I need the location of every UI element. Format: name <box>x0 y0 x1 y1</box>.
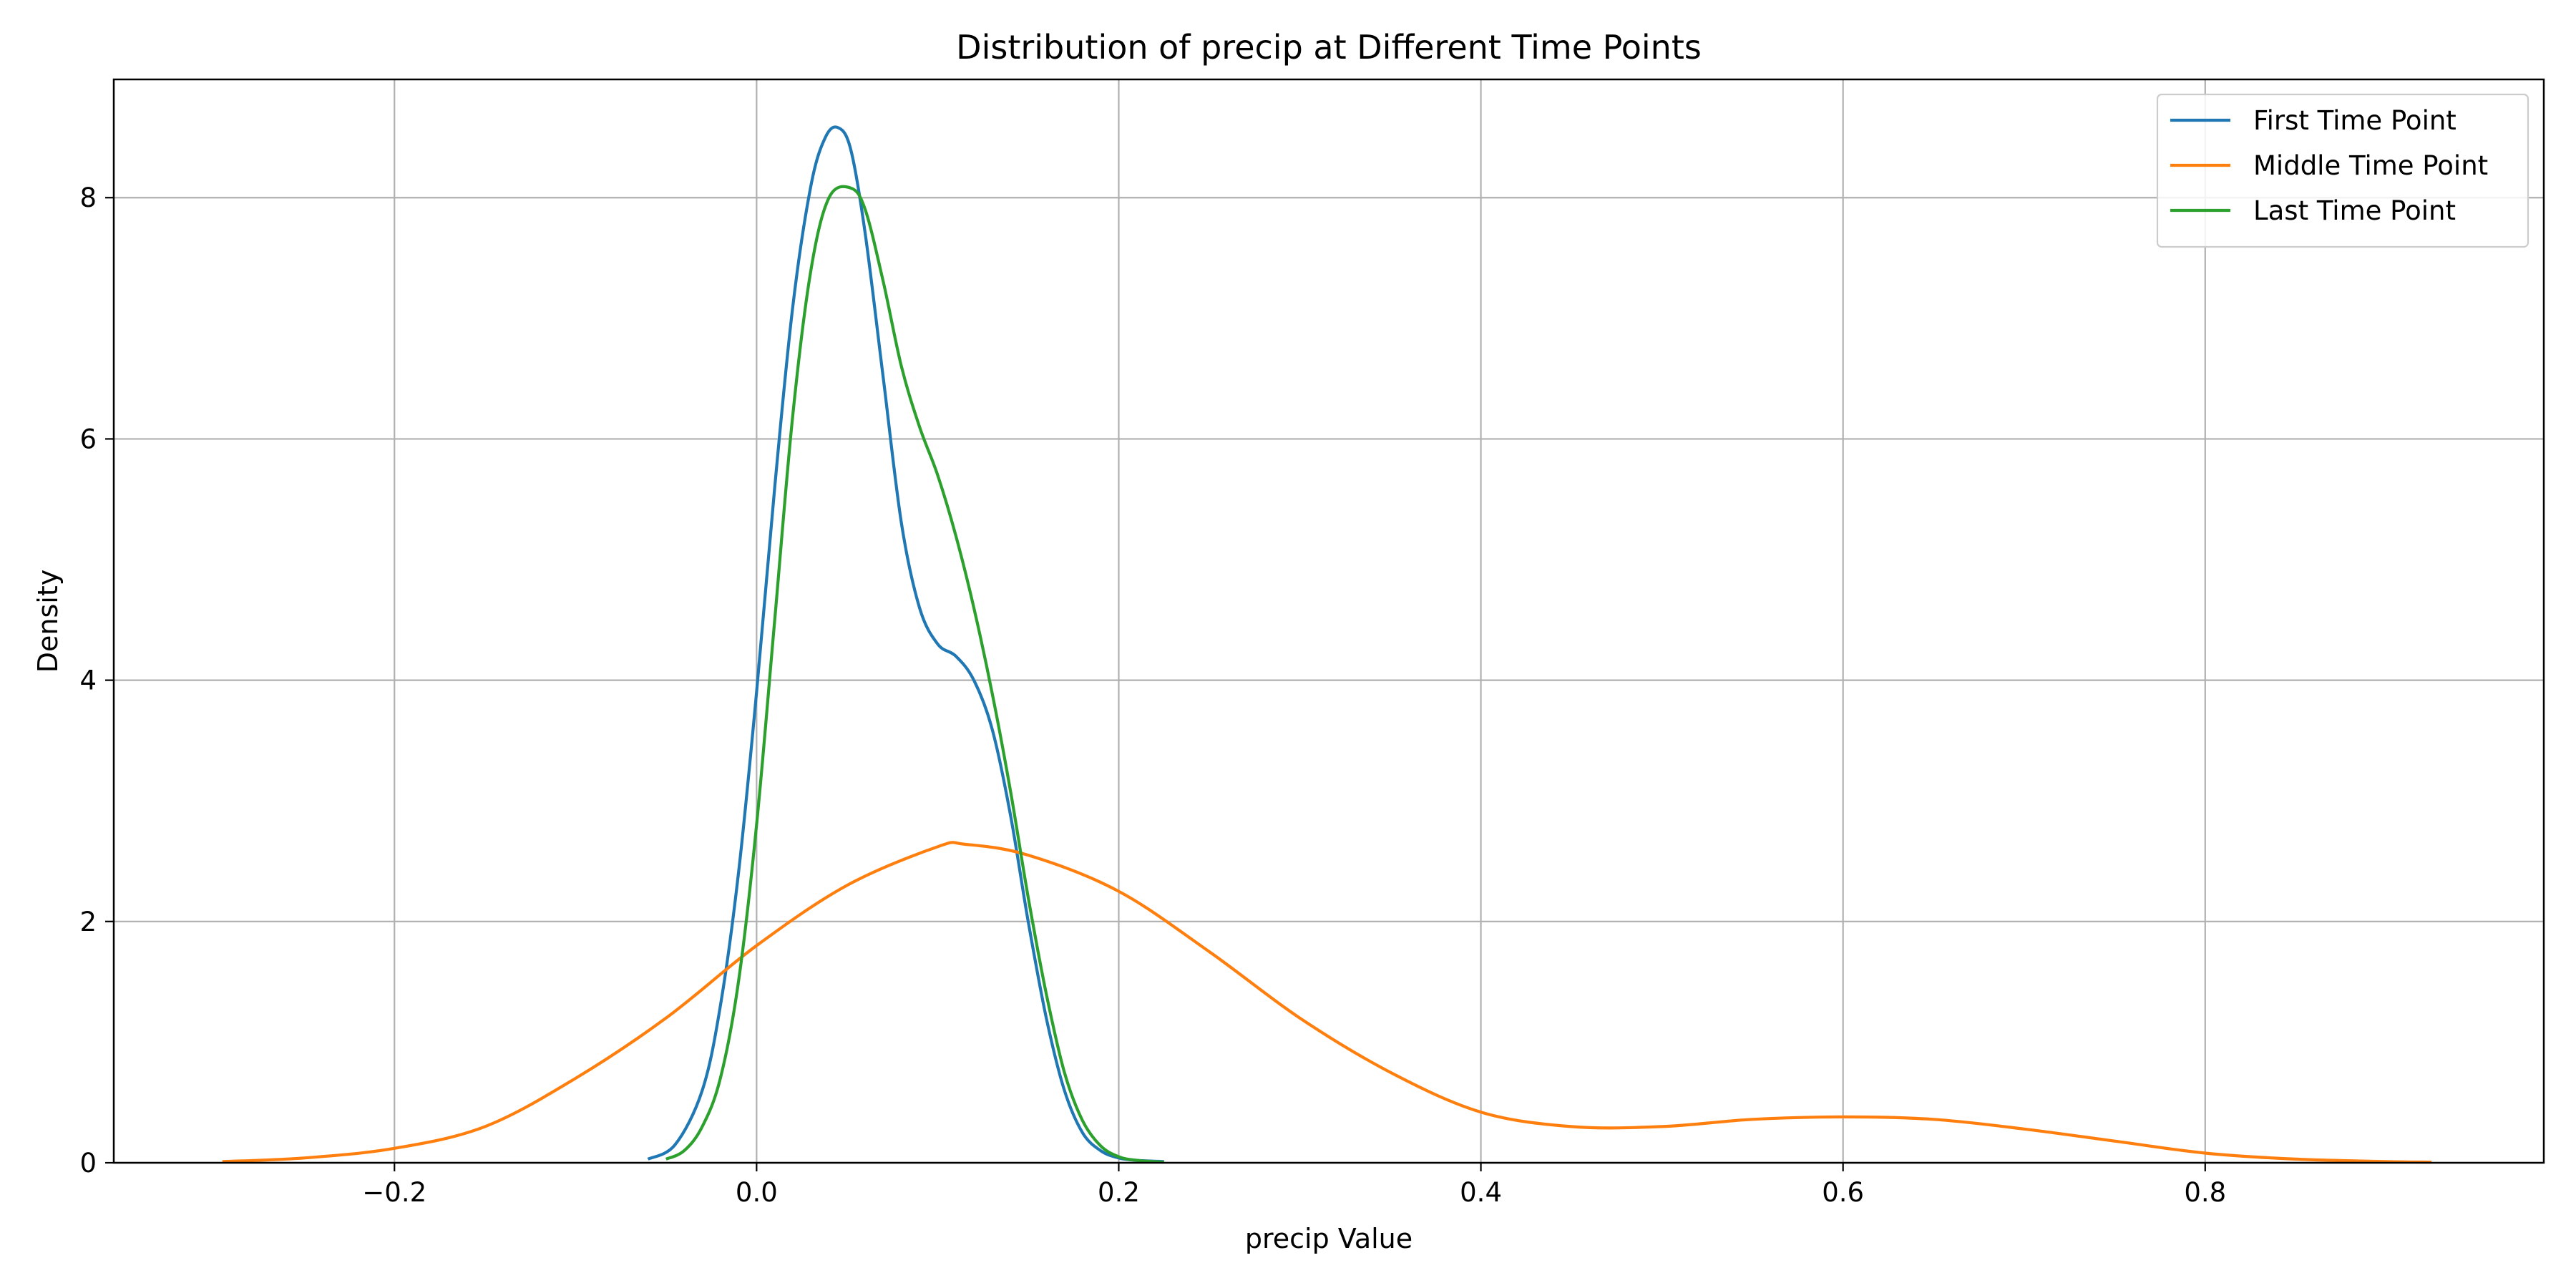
y-tick-label: 4 <box>79 665 97 696</box>
x-tick-label: 0.6 <box>1822 1177 1864 1208</box>
legend-label: First Time Point <box>2253 105 2457 136</box>
series-line-first-time-point <box>647 125 1164 1163</box>
x-tick-label: −0.2 <box>362 1177 426 1208</box>
x-tick-label: 0.0 <box>736 1177 778 1208</box>
x-axis-ticks: −0.2 0.0 0.2 0.4 0.6 0.8 <box>362 1163 2226 1208</box>
series-line-last-time-point <box>665 185 1164 1164</box>
y-tick-label: 6 <box>79 424 97 454</box>
legend-label: Middle Time Point <box>2253 150 2488 181</box>
legend-box <box>2156 93 2529 248</box>
series-lines <box>222 125 2432 1164</box>
y-axis-ticks: 0 2 4 6 8 <box>79 182 114 1179</box>
y-tick-label: 8 <box>79 182 97 213</box>
legend-label: Last Time Point <box>2253 195 2456 226</box>
legend: First Time Point Middle Time Point Last Ti… <box>2156 93 2529 248</box>
x-tick-label: 0.2 <box>1098 1177 1140 1208</box>
y-tick-label: 2 <box>79 907 97 937</box>
y-axis-label: Density <box>32 570 64 673</box>
series-line-middle-time-point <box>222 841 2432 1164</box>
plot-frame <box>112 78 2545 1164</box>
x-tick-label: 0.8 <box>2184 1177 2226 1208</box>
x-tick-label: 0.4 <box>1460 1177 1502 1208</box>
chart-title: Distribution of precip at Different Time… <box>956 28 1702 67</box>
x-axis-label: precip Value <box>1245 1223 1413 1254</box>
y-tick-label: 0 <box>79 1148 97 1179</box>
